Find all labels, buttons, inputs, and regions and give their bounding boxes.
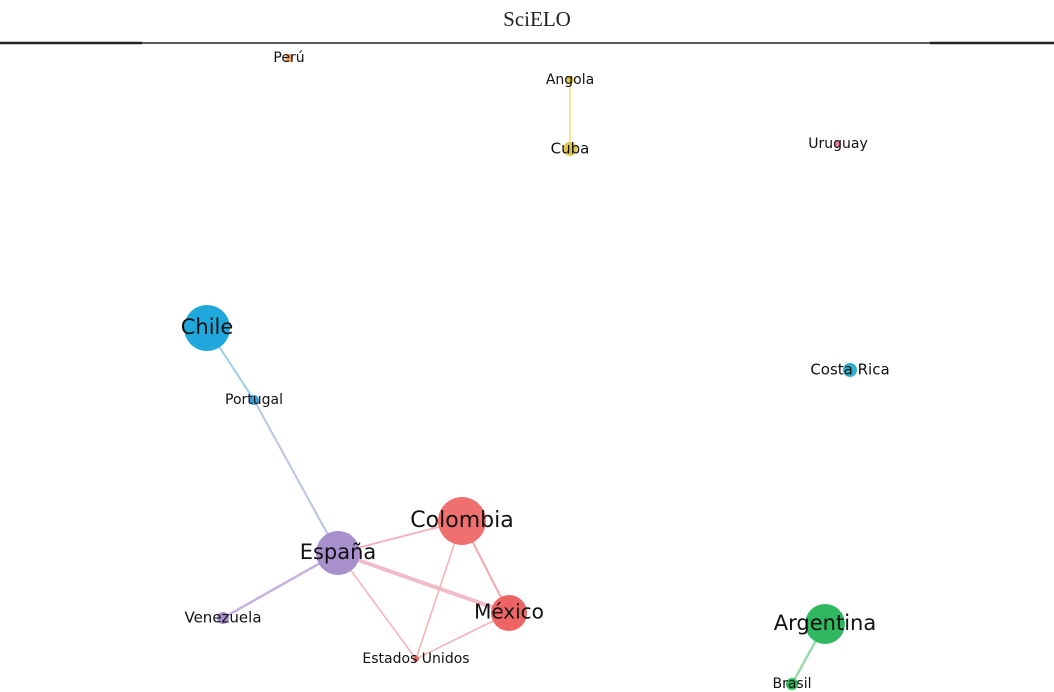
node-label: Uruguay bbox=[808, 136, 868, 152]
edge bbox=[337, 551, 510, 615]
node bbox=[217, 612, 229, 624]
node-label: Costa Rica bbox=[810, 361, 889, 379]
node bbox=[843, 363, 857, 377]
node bbox=[249, 395, 259, 405]
node-label: Angola bbox=[546, 72, 594, 88]
node-label: Venezuela bbox=[184, 609, 261, 627]
node-label: Argentina bbox=[774, 611, 876, 635]
node-label: Estados Unidos bbox=[362, 651, 469, 667]
node bbox=[184, 305, 230, 351]
node bbox=[438, 497, 486, 545]
node bbox=[491, 595, 527, 631]
edges bbox=[206, 80, 827, 685]
node-label: Cuba bbox=[551, 140, 590, 158]
header-title: SciELO bbox=[503, 7, 571, 31]
edge bbox=[253, 399, 339, 554]
node-label: España bbox=[300, 540, 377, 564]
node bbox=[563, 142, 577, 156]
node-label: Brasil bbox=[772, 676, 811, 692]
node-label: Portugal bbox=[225, 392, 283, 408]
node bbox=[805, 604, 845, 644]
edge bbox=[415, 520, 463, 660]
node bbox=[316, 531, 360, 575]
nodes: Perú Angola Cuba Uruguay Chile Portugal Costa … bbox=[181, 50, 890, 692]
edge bbox=[222, 551, 339, 620]
node bbox=[566, 76, 574, 84]
node bbox=[786, 678, 798, 690]
node bbox=[285, 54, 293, 62]
node-label: Colombia bbox=[410, 508, 513, 533]
node-label: Chile bbox=[181, 315, 234, 339]
node bbox=[835, 141, 841, 147]
node-label: México bbox=[474, 600, 544, 624]
node-label: Perú bbox=[273, 50, 304, 66]
node bbox=[413, 656, 419, 662]
